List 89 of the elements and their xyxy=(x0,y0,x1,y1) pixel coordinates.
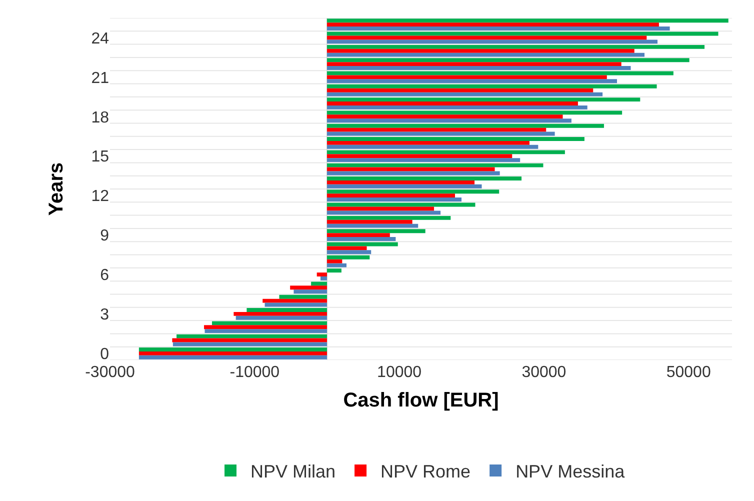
bar xyxy=(326,40,658,44)
bar xyxy=(279,294,327,299)
bar xyxy=(172,342,327,346)
bar xyxy=(326,98,640,102)
bar xyxy=(326,190,500,194)
x-tick-label: 10000 xyxy=(377,364,422,381)
bar xyxy=(204,325,327,330)
bar xyxy=(326,184,482,188)
bar xyxy=(246,308,327,312)
bar xyxy=(326,114,563,119)
bar xyxy=(326,58,690,62)
bar xyxy=(326,79,617,84)
x-tick-label: 50000 xyxy=(666,364,711,381)
y-tick-label: 12 xyxy=(91,188,110,206)
bar xyxy=(320,276,327,280)
bar xyxy=(326,255,370,260)
bar xyxy=(311,282,327,286)
bar xyxy=(326,110,622,115)
y-tick-label: 21 xyxy=(91,70,110,87)
bar xyxy=(326,44,705,49)
bar xyxy=(326,250,372,254)
bar xyxy=(326,158,520,162)
bar xyxy=(326,216,451,220)
bar xyxy=(326,118,572,123)
bar xyxy=(326,88,594,92)
bar xyxy=(236,316,327,320)
bar xyxy=(326,233,390,238)
bar xyxy=(326,171,500,176)
bar xyxy=(234,312,327,316)
bar xyxy=(326,224,418,228)
x-tick-label: -30000 xyxy=(85,364,136,381)
bar xyxy=(326,92,603,96)
bar xyxy=(326,198,462,202)
y-tick-label: 15 xyxy=(91,148,110,166)
bar xyxy=(326,32,718,36)
y-tick-label: 18 xyxy=(91,109,110,126)
y-tick-label: 9 xyxy=(100,228,110,245)
bar xyxy=(290,286,327,290)
bar xyxy=(326,202,476,207)
bar xyxy=(326,52,644,57)
bar xyxy=(316,272,327,276)
y-tick-label: 3 xyxy=(100,306,110,324)
bar xyxy=(326,259,342,264)
bar xyxy=(326,84,657,88)
bar xyxy=(326,229,426,234)
legend-label: NPV Milan xyxy=(250,462,336,482)
bar xyxy=(326,128,546,132)
bar xyxy=(138,351,327,356)
bar xyxy=(326,75,607,80)
bar xyxy=(138,355,327,360)
y-tick-label: 0 xyxy=(100,346,110,364)
y-axis-title: Years xyxy=(46,162,68,216)
bar xyxy=(326,220,412,224)
bar xyxy=(326,140,530,145)
bar xyxy=(326,102,578,106)
bar xyxy=(326,22,659,27)
legend-label: NPV Messina xyxy=(516,462,626,482)
y-tick-label: 24 xyxy=(91,30,110,48)
bar xyxy=(326,268,342,273)
bar xyxy=(262,298,327,303)
bar xyxy=(212,321,327,326)
bar xyxy=(326,154,512,158)
bar xyxy=(326,144,538,149)
bar xyxy=(326,18,728,23)
bar xyxy=(326,263,346,268)
bar xyxy=(326,246,367,250)
bar xyxy=(138,348,327,352)
bar xyxy=(176,334,327,338)
bar xyxy=(326,237,396,241)
y-tick-label: 6 xyxy=(100,267,110,284)
x-tick-label: 30000 xyxy=(522,364,566,381)
bar xyxy=(326,194,455,198)
bar xyxy=(326,124,604,128)
x-axis-title: Cash flow [EUR] xyxy=(343,390,499,412)
bar xyxy=(326,66,631,70)
bar xyxy=(326,137,584,141)
bar xyxy=(326,210,441,215)
bar xyxy=(294,290,327,294)
bar xyxy=(326,180,475,184)
bar xyxy=(326,176,522,180)
bar xyxy=(204,329,327,334)
bar xyxy=(326,150,565,154)
bar xyxy=(326,105,588,110)
bar xyxy=(326,163,544,168)
bar xyxy=(326,48,634,53)
legend-label: NPV Rome xyxy=(380,462,471,482)
bar xyxy=(326,62,622,66)
x-tick-label: -10000 xyxy=(230,364,280,381)
bar xyxy=(326,26,670,30)
